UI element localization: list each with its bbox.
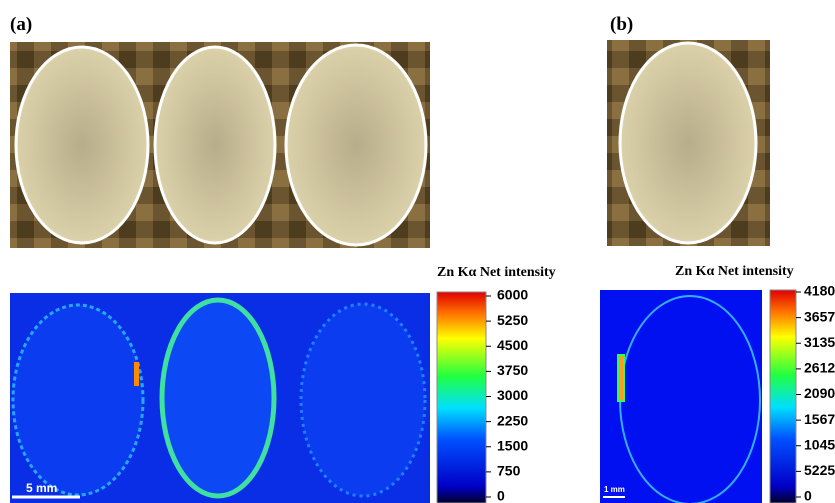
scale-bar-label: 5 mm: [26, 481, 57, 495]
tick-label: 3750: [497, 362, 528, 378]
tick-label: 4500: [497, 337, 528, 353]
tick-label: 6000: [497, 287, 528, 303]
tick-label: 36575: [804, 308, 835, 324]
seed-map: [301, 304, 425, 496]
tick-label: 1500: [497, 437, 528, 453]
tick-label: 31350: [804, 334, 835, 350]
tick-label: 3000: [497, 387, 528, 403]
hotspot: [618, 355, 624, 401]
seed: [16, 47, 148, 243]
panel-label: (a): [10, 14, 32, 35]
figure: (a) (b) 5 mm 1 mm Zn Kα Net intensity Zn…: [0, 0, 835, 503]
seed-map: [13, 305, 143, 495]
tick-label: 0: [804, 488, 812, 503]
tick-label: 10450: [804, 436, 835, 452]
seed: [286, 45, 426, 245]
tick-label: 20900: [804, 385, 835, 401]
colorbar-title: Zn Kα Net intensity: [437, 265, 556, 280]
hotspot: [134, 362, 139, 386]
panel-label: (b): [610, 14, 633, 35]
seed-map: [162, 300, 274, 496]
tick-label: 2250: [497, 412, 528, 428]
tick-label: 15675: [804, 411, 835, 427]
tick-label: 5250: [497, 312, 528, 328]
colorbar-title: Zn Kα Net intensity: [675, 264, 794, 279]
tick-label: 750: [497, 463, 521, 479]
tick-label: 0: [497, 488, 505, 503]
colorbar: [770, 290, 796, 503]
seed: [620, 43, 756, 243]
colorbar: [437, 292, 486, 503]
seed: [155, 47, 275, 243]
tick-label: 5225: [804, 462, 835, 478]
tick-label: 41800: [804, 283, 835, 299]
scale-bar-label: 1 mm: [604, 485, 625, 494]
tick-label: 26125: [804, 360, 835, 376]
